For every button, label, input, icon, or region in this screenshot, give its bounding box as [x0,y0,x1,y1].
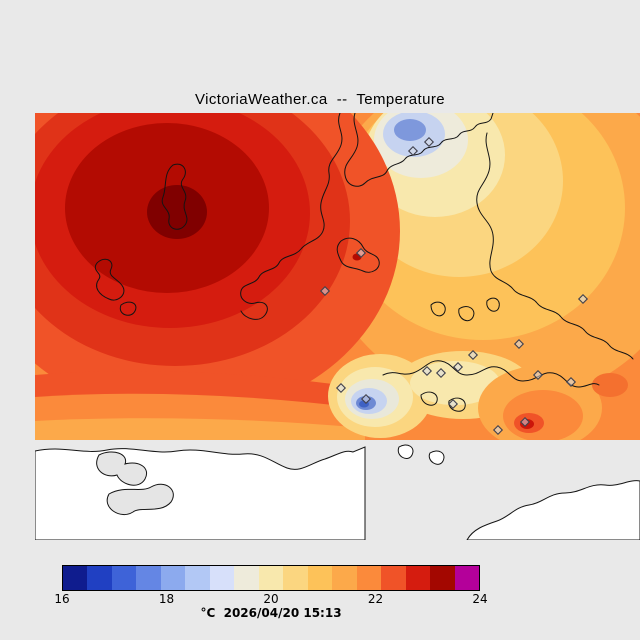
lake-shape [96,451,147,486]
coastline-peninsula [476,132,634,360]
colorbar-cell [283,566,308,590]
colorbar-cell [160,566,186,590]
colorbar-gradient [62,565,480,591]
island-outline [430,301,446,317]
lake-outline [161,163,188,230]
temperature-contours [35,113,640,440]
colorbar-cell [87,566,112,590]
colorbar-cell [185,566,210,590]
colorbar-cell [405,566,431,590]
colorbar-tick-label: 24 [472,592,488,606]
colorbar-cell [454,566,479,590]
land-mass-southwest [35,446,366,540]
station-markers [319,136,589,436]
coastline-channel-west [240,113,343,320]
station-marker-icon [492,424,504,436]
page-title: VictoriaWeather.ca -- Temperature [195,91,445,108]
colorbar-cell [234,566,259,590]
station-marker-icon [467,349,479,361]
colorbar-tick-label: 22 [367,592,384,606]
colorbar-tick-label: 16 [54,592,70,606]
island-outline [486,297,500,312]
colorbar-tick-label: 18 [158,592,175,606]
station-marker-icon [407,145,419,157]
colorbar-cell [381,566,406,590]
island-outline [448,397,466,412]
station-marker-icon [319,285,331,297]
island-outline [420,391,438,406]
headland-outline [336,237,380,273]
colorbar-cell [307,566,333,590]
station-marker-icon [565,376,577,388]
island-shape [397,444,414,459]
station-marker-icon [355,247,367,259]
weather-map [35,113,640,540]
station-marker-icon [423,136,435,148]
island-outline [94,258,125,301]
station-marker-icon [513,338,525,350]
colorbar-tick-label: 20 [263,592,279,606]
colorbar-cell [356,566,382,590]
colorbar-caption: °C 2026/04/20 15:13 [200,606,342,620]
island-outline [458,306,475,322]
station-marker-icon [421,365,433,377]
station-marker-icon [452,361,464,373]
colorbar-cell [430,566,455,590]
station-marker-icon [435,367,447,379]
station-marker-icon [335,382,347,394]
island-shape [428,450,445,465]
lower-map-outline [35,444,640,540]
lake-shape [106,483,174,516]
colorbar-cell [332,566,357,590]
station-marker-icon [519,416,531,428]
colorbar-cell [111,566,137,590]
station-marker-icon [360,393,372,405]
land-mass-southeast [466,480,640,540]
island-outline [119,301,137,316]
colorbar-cell [136,566,161,590]
station-marker-icon [577,293,589,305]
colorbar-cell [209,566,235,590]
station-marker-icon [532,369,544,381]
colorbar-cell [258,566,284,590]
colorbar-cell [63,566,88,590]
coastline-channel-east [344,113,494,187]
station-marker-icon [447,398,459,410]
